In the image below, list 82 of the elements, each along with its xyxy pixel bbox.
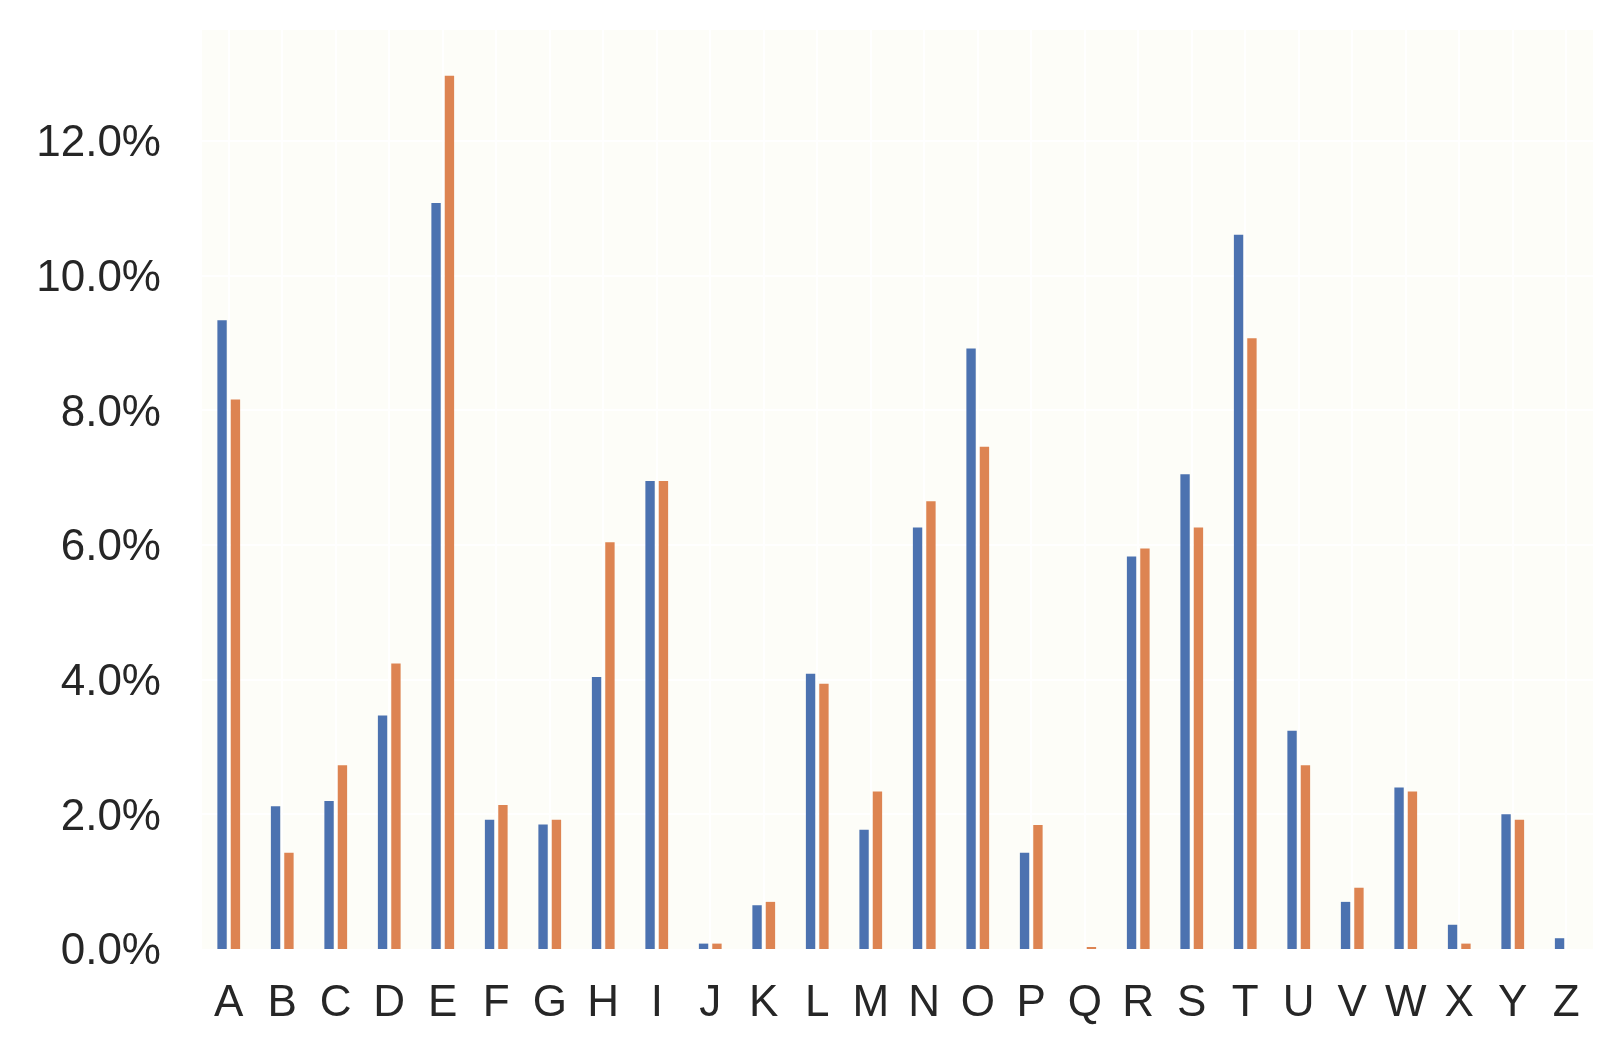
x-tick-label: R: [1122, 976, 1155, 1025]
x-tick-label: Z: [1552, 976, 1580, 1025]
bar: [1394, 787, 1404, 949]
bar: [431, 203, 441, 949]
y-tick-label: 4.0%: [60, 655, 161, 705]
bar: [1407, 791, 1418, 949]
bar: [270, 806, 281, 949]
bar: [912, 527, 923, 949]
bar: [498, 804, 508, 949]
bar: [926, 501, 936, 949]
bar: [979, 446, 990, 949]
bar: [966, 348, 976, 949]
y-tick-label: 0.0%: [60, 924, 161, 974]
bar: [377, 715, 388, 949]
bar: [1447, 924, 1458, 949]
bar: [645, 481, 655, 949]
bar: [1287, 730, 1297, 949]
bar: [1233, 234, 1244, 949]
bar: [819, 683, 829, 949]
bar: [1126, 556, 1137, 949]
x-tick-label: S: [1177, 976, 1207, 1025]
bar: [324, 800, 334, 949]
bar: [805, 673, 816, 949]
bar: [1033, 825, 1043, 949]
bar: [1514, 819, 1525, 949]
bar: [217, 320, 227, 949]
bar: [1340, 901, 1351, 949]
bar: [1019, 852, 1030, 949]
x-tick-label: B: [267, 976, 297, 1025]
bar: [1180, 474, 1190, 949]
x-tick-label: J: [699, 976, 722, 1025]
bar: [1300, 765, 1311, 949]
y-tick-label: 12.0%: [36, 116, 161, 166]
y-tick-label: 8.0%: [60, 385, 161, 435]
x-tick-label: Q: [1067, 976, 1102, 1025]
x-tick-label: P: [1016, 976, 1046, 1025]
bar: [698, 943, 709, 949]
x-tick-label: N: [908, 976, 941, 1025]
x-tick-label: K: [749, 976, 779, 1025]
y-tick-label: 2.0%: [60, 789, 161, 839]
x-tick-label: H: [587, 976, 620, 1025]
bar: [1354, 887, 1364, 949]
bar: [752, 905, 762, 949]
bar: [284, 852, 294, 949]
x-tick-label: I: [650, 976, 663, 1025]
x-tick-label: O: [960, 976, 995, 1025]
bar: [591, 677, 602, 949]
bar: [538, 824, 548, 949]
y-tick-label: 10.0%: [36, 251, 161, 301]
bar: [658, 481, 669, 949]
bar: [444, 75, 455, 949]
bar: [391, 663, 401, 949]
bar: [859, 829, 869, 949]
bar: [1461, 943, 1471, 949]
x-tick-label: A: [214, 976, 245, 1025]
x-tick-label: U: [1282, 976, 1315, 1025]
x-tick-label: G: [532, 976, 567, 1025]
bar: [605, 542, 615, 949]
x-tick-label: Y: [1498, 976, 1528, 1025]
bar: [765, 901, 776, 949]
bar: [1501, 814, 1511, 949]
bar: [484, 819, 495, 949]
x-tick-label: L: [805, 976, 830, 1025]
bar: [1247, 338, 1257, 949]
x-tick-label: T: [1231, 976, 1259, 1025]
bar: [712, 943, 722, 949]
bar: [337, 765, 348, 949]
bar: [230, 399, 241, 949]
bar: [1140, 548, 1150, 949]
y-tick-label: 6.0%: [60, 520, 161, 570]
x-tick-label: V: [1337, 976, 1368, 1025]
bar: [551, 819, 562, 949]
x-tick-label: W: [1384, 976, 1427, 1025]
bar: [1554, 938, 1565, 949]
x-tick-label: C: [319, 976, 352, 1025]
x-tick-label: D: [373, 976, 406, 1025]
x-tick-label: M: [852, 976, 890, 1025]
x-tick-label: X: [1444, 976, 1474, 1025]
x-tick-label: F: [482, 976, 510, 1025]
bar: [872, 791, 883, 949]
bar: [1193, 527, 1204, 949]
x-tick-label: E: [428, 976, 458, 1025]
